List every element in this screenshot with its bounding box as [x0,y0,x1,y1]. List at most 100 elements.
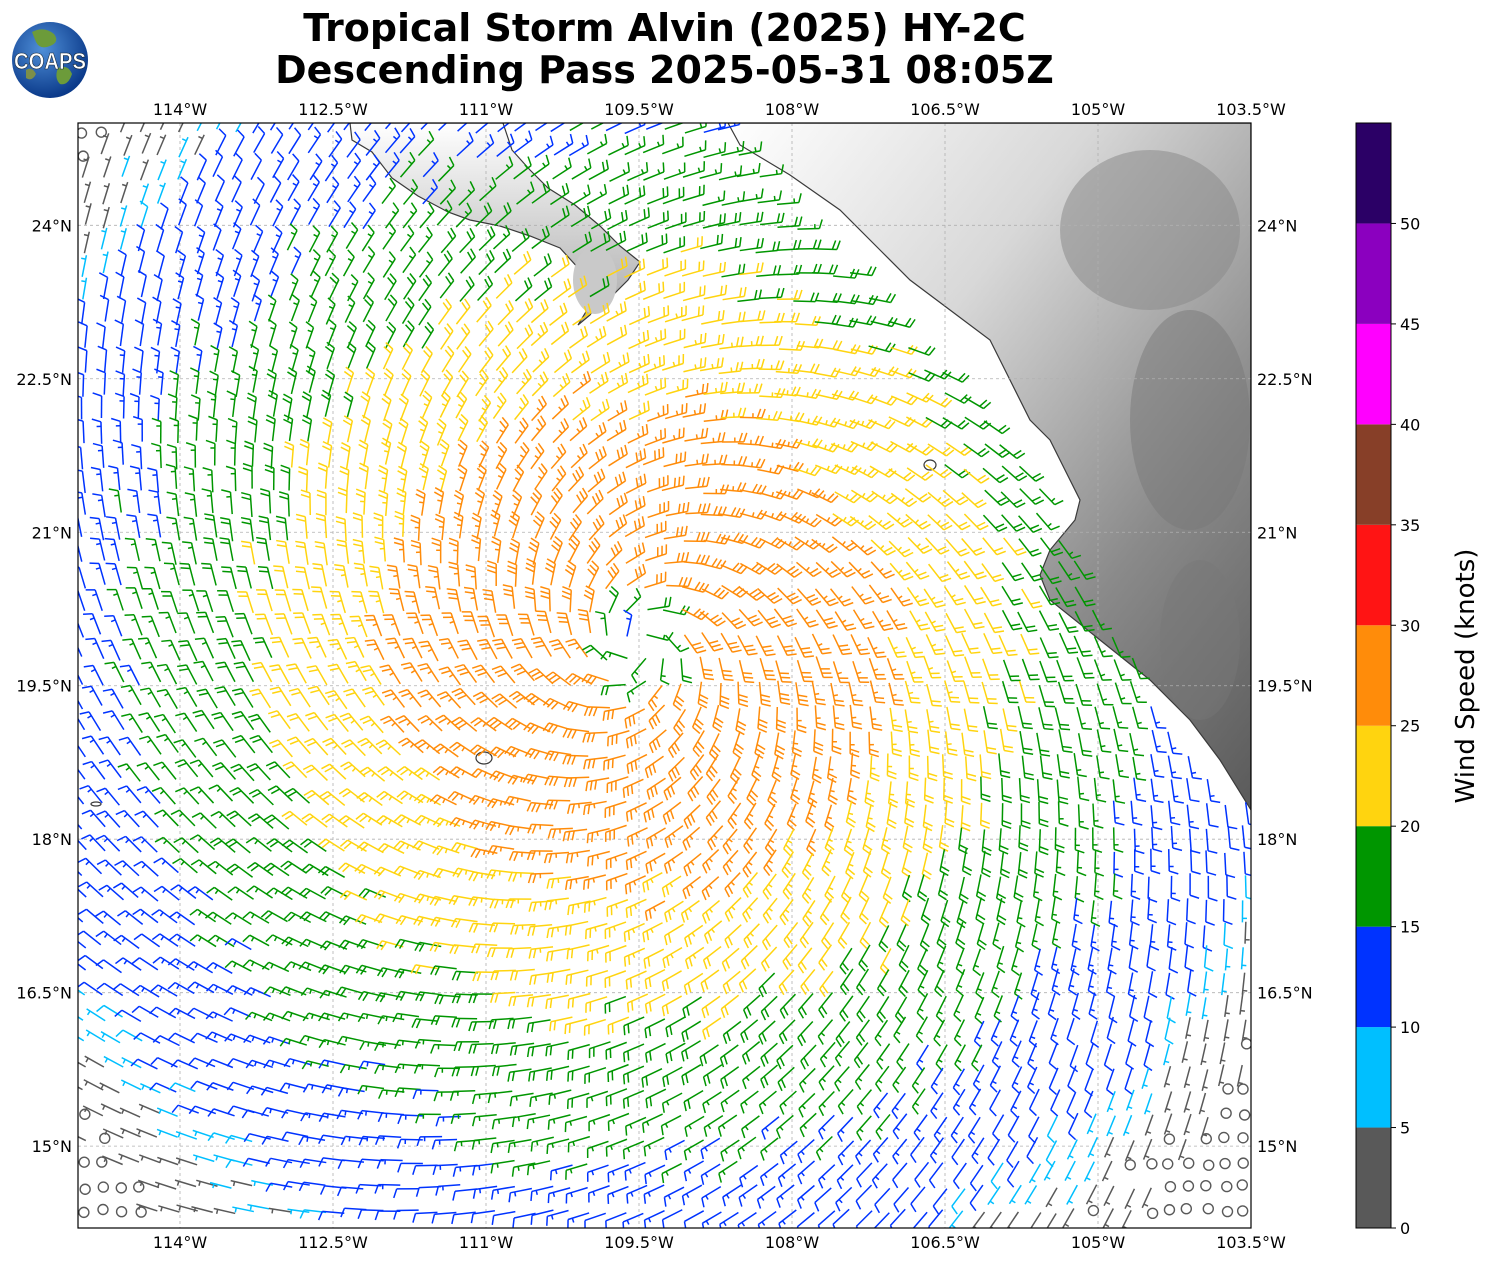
wind-barb [212,223,222,251]
wind-barb [625,448,647,469]
wind-barb [401,342,413,370]
wind-barb [551,395,570,420]
wind-barb [588,446,607,470]
wind-barb [684,453,709,467]
wind-barb [644,377,667,396]
wind-barb [422,178,439,205]
wind-barb [160,202,169,230]
wind-barb [587,422,607,446]
wind-barb [888,468,916,482]
chart-title-line-2: Descending Pass 2025-05-31 08:05Z [275,48,1054,92]
wind-barb [569,326,589,349]
wind-barb [326,225,339,253]
wind-barb [737,289,762,303]
wind-barb [417,130,435,157]
wind-barb [738,141,763,156]
wind-barb [457,123,468,132]
wind-barb [531,395,547,422]
wind-barb [190,318,201,346]
wind-barb [721,191,746,206]
wind-barb [155,223,165,252]
lon-tick-label-top: 103.5°W [1216,100,1286,119]
wind-barb [112,439,124,465]
wind-barb [721,311,746,325]
wind-barb [166,443,178,470]
wind-barb [362,202,376,230]
wind-barb [328,131,343,158]
colorbar-tick-label: 20 [1400,817,1420,836]
colorbar-tick-label: 35 [1400,516,1420,535]
colorbar-bin [1356,323,1391,425]
wind-barb [346,320,357,349]
wind-barb [342,415,354,443]
wind-barb [758,360,785,371]
wind-barb [212,149,224,178]
lon-tick-label-bottom: 109.5°W [604,1233,674,1252]
wind-barb [516,181,535,205]
wind-barb [196,123,203,132]
wind-barb [624,123,646,135]
wind-barb [283,414,294,442]
wind-barb [646,475,669,493]
wind-barb [495,345,512,372]
wind-barb [756,264,782,277]
wind-barb [831,317,859,328]
wind-barb [215,123,221,130]
wind-barb [942,489,969,506]
wind-barb [306,346,316,374]
wind-barb [662,354,685,371]
wind-barb [84,203,92,225]
wind-barb [685,382,709,398]
wind-barb [927,443,955,457]
wind-barb [628,400,650,421]
wind-barb [833,344,861,355]
wind-barb [194,134,205,156]
wind-barb [476,463,487,491]
wind-barb [811,492,839,504]
wind-barb [177,158,188,180]
wind-barb [119,123,126,133]
wind-barb [516,298,534,323]
wind-barb [776,289,803,300]
wind-barb [419,202,435,229]
wind-barb [663,451,687,468]
wind-barb [228,346,239,374]
wind-barb [131,443,143,470]
wind-barb [441,345,455,373]
wind-barb [624,185,646,205]
wind-barb [307,174,320,202]
wind-barb [267,294,277,322]
wind-barb [324,341,336,370]
wind-barb [134,319,145,347]
wind-barb [322,417,333,445]
wind-barb [681,260,705,277]
wind-barb [476,134,495,159]
wind-barb [530,415,547,442]
wind-barb [849,266,877,277]
wind-barb [440,323,454,350]
wind-barb [647,186,669,205]
wind-barb [267,389,278,417]
lon-tick-label-bottom: 111°W [459,1233,514,1252]
wind-barb [422,390,433,418]
wind-barb [680,236,703,253]
wind-barb [345,222,359,249]
wind-barb [685,476,710,490]
wind-barb [305,321,315,349]
wind-barb [776,193,802,206]
wind-barb [123,134,133,156]
wind-barb [209,370,219,398]
wind-barb [324,369,336,397]
wind-barb [739,262,764,276]
wind-barb [213,199,224,228]
wind-barb [722,286,747,301]
wind-barb [398,417,409,445]
wind-barb [495,416,509,444]
wind-barb [550,443,567,470]
wind-barb [888,317,916,328]
wind-barb [646,233,668,252]
wind-barb [286,223,298,251]
wind-barb [608,444,628,467]
wind-barb [587,468,606,493]
wind-barb [165,463,178,489]
